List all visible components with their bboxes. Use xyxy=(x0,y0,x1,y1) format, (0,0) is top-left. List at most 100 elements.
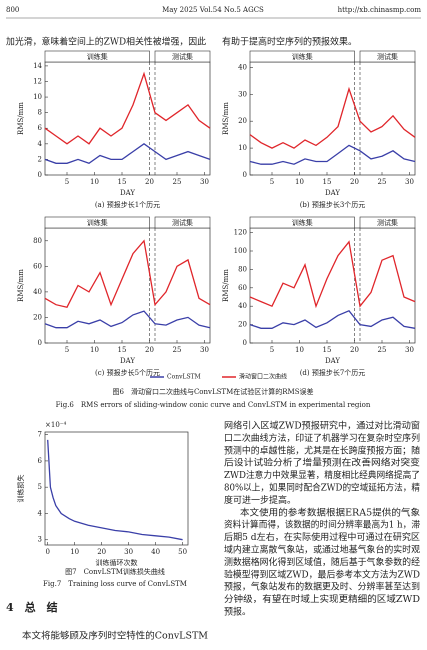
body-text: 分钟级，有望在时域上实现更精细的区域ZWD xyxy=(224,593,420,605)
x-tick-label: 5 xyxy=(65,178,69,186)
journal: May 2025 Vol.54 No.5 AGCS xyxy=(162,6,264,14)
y-axis-label: RMS/mm xyxy=(222,102,230,135)
x-tick-label: 5 xyxy=(270,178,274,186)
x-tick-label: 50 xyxy=(178,548,187,556)
x-axis-label: DAY xyxy=(120,357,135,365)
region-tab xyxy=(154,50,211,63)
body-text: 后设计试验分析了增量预测在改善网络对突变 xyxy=(224,457,420,469)
x-axis-label: 训练循环次数 xyxy=(96,558,138,567)
data-line xyxy=(44,310,211,329)
body-text: 后期5 d左右，在实际使用过程中可通过在研究区 xyxy=(224,531,420,543)
data-line xyxy=(44,239,211,308)
y-tick-label: 12 xyxy=(33,77,42,85)
plot-frame xyxy=(44,431,189,546)
body-text: 预报。 xyxy=(224,606,251,618)
body-text: 口二次曲线方法，印证了机器学习在复杂时空序列 xyxy=(224,432,420,444)
y-tick-label: 40 xyxy=(238,63,247,71)
data-line xyxy=(249,310,416,329)
plot-frame xyxy=(44,61,211,176)
region-label: 测试集 xyxy=(377,218,398,227)
page-number: 800 xyxy=(6,6,19,14)
y-tick-label: 80 xyxy=(33,237,42,245)
body-text: 域内建立离散气象站，或通过地基气象台的实时观 xyxy=(224,544,420,556)
y-tick-label: 20 xyxy=(238,117,247,125)
body-text: 度可进一步提高。 xyxy=(224,494,296,506)
y-tick-label: 4 xyxy=(38,509,43,517)
y-axis-label: RMS/mm xyxy=(17,269,25,302)
y-tick-label: 20 xyxy=(33,313,42,321)
x-tick-label: 30 xyxy=(200,178,209,186)
figure-caption: 图7 ConvLSTM训练损失曲线 xyxy=(65,567,165,576)
x-tick-label: 25 xyxy=(378,178,387,186)
x-tick-label: 0 xyxy=(45,548,49,556)
x-tick-label: 30 xyxy=(200,346,209,354)
region-tab xyxy=(44,50,150,63)
y-tick-label: 20 xyxy=(238,321,247,329)
panel-caption: (c) 预报步长5个历元 xyxy=(95,368,160,377)
y-tick-label: 0 xyxy=(243,339,247,347)
x-tick-label: 25 xyxy=(378,346,387,354)
y-tick-label: 120 xyxy=(234,229,247,237)
y-tick-label: 0 xyxy=(243,171,247,179)
x-axis-label: DAY xyxy=(120,189,135,197)
figure-caption: 图6 滑动窗口二次曲线与ConvLSTM在试验区计算的RMS误差 xyxy=(113,387,314,396)
body-text: 网络引入区域ZWD预报研究中，通过对比滑动窗 xyxy=(224,420,420,432)
y-tick-label: 30 xyxy=(238,90,247,98)
x-tick-label: 15 xyxy=(118,346,127,354)
section-heading: 4 总 结 xyxy=(6,600,58,614)
body-text: 本文使用的参考数据根据ERA5提供的气象 xyxy=(240,506,420,518)
x-tick-label: 25 xyxy=(173,346,182,354)
x-tick-label: 20 xyxy=(97,548,106,556)
x-tick-label: 10 xyxy=(295,178,304,186)
body-text: 预测中的卓越性能，尤其是在长跨度预报方面；随 xyxy=(224,444,420,456)
y-tick-label: 5 xyxy=(38,483,42,491)
y-tick-label: 40 xyxy=(33,288,42,296)
data-line xyxy=(44,71,211,145)
region-tab xyxy=(249,50,355,63)
y-tick-label: 100 xyxy=(234,247,247,255)
region-tab xyxy=(359,216,416,229)
data-line xyxy=(47,439,183,541)
y-tick-label: 80 xyxy=(238,265,247,273)
y-axis-label: RMS/mm xyxy=(17,102,25,135)
url: http://xb.chinasmp.com xyxy=(338,6,422,14)
y-tick-label: 0 xyxy=(38,339,42,347)
x-tick-label: 10 xyxy=(90,178,99,186)
x-axis-label: DAY xyxy=(325,357,340,365)
y-tick-label: 6 xyxy=(38,457,43,465)
region-label: 训练集 xyxy=(87,52,108,61)
figure-caption: Fig.6 RMS errors of sliding-window conic… xyxy=(56,401,371,409)
y-axis-label: RMS/mm xyxy=(222,269,230,302)
region-label: 训练集 xyxy=(292,218,313,227)
region-tab xyxy=(359,50,416,63)
x-tick-label: 20 xyxy=(145,178,154,186)
body-text: 验模型得到区域ZWD，最后参考本文方法为ZWD xyxy=(224,568,420,580)
region-label: 测试集 xyxy=(377,52,398,61)
panel-caption: (a) 预报步长1个历元 xyxy=(95,200,160,209)
x-tick-label: 15 xyxy=(323,346,332,354)
y-tick-label: 8 xyxy=(38,109,42,117)
data-line xyxy=(249,86,416,149)
region-label: 训练集 xyxy=(292,52,313,61)
y-tick-label: 60 xyxy=(33,262,42,270)
x-tick-label: 10 xyxy=(295,346,304,354)
region-tab xyxy=(154,216,211,229)
x-tick-label: 20 xyxy=(145,346,154,354)
x-tick-label: 40 xyxy=(151,548,160,556)
x-tick-label: 5 xyxy=(270,346,274,354)
body-text: 加光滑，意味着空间上的ZWD相关性被增强，因此 xyxy=(6,36,206,48)
panel-caption: (d) 预报步长7个历元 xyxy=(300,368,366,377)
y-tick-label: 14 xyxy=(33,62,42,70)
y-tick-label: 7 xyxy=(38,431,42,439)
x-axis-label: DAY xyxy=(325,189,340,197)
y-tick-label: 60 xyxy=(238,284,247,292)
y-axis-label: 训练损失 xyxy=(16,475,25,503)
y-tick-label: 10 xyxy=(238,144,247,152)
axis-multiplier: ×10⁻⁴ xyxy=(45,421,66,429)
x-tick-label: 10 xyxy=(90,346,99,354)
y-tick-label: 4 xyxy=(38,140,43,148)
data-line xyxy=(249,240,416,309)
y-tick-label: 2 xyxy=(38,155,42,163)
